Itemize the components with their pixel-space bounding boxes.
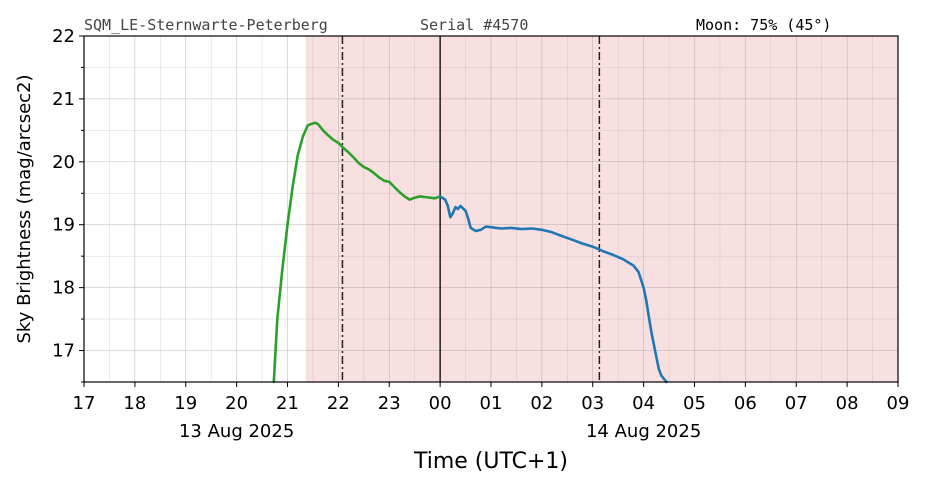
x-tick-label: 18 <box>123 393 146 414</box>
time-markers <box>341 36 601 382</box>
night-shading <box>305 36 898 382</box>
station-name: SQM_LE-Sternwarte-Peterberg <box>84 16 328 34</box>
serial-number: Serial #4570 <box>420 16 528 34</box>
y-tick-label: 21 <box>52 89 75 110</box>
x-tick-label: 00 <box>429 393 452 414</box>
date-label: 14 Aug 2025 <box>586 421 701 442</box>
y-tick-label: 20 <box>52 152 75 173</box>
y-tick-label: 19 <box>52 215 75 236</box>
x-tick-label: 05 <box>683 393 706 414</box>
x-tick-label: 03 <box>581 393 604 414</box>
x-tick-label: 08 <box>836 393 859 414</box>
axis-ticks <box>79 35 899 387</box>
night-region <box>305 36 898 382</box>
x-tick-label: 21 <box>276 393 299 414</box>
x-tick-label: 17 <box>73 393 96 414</box>
x-tick-label: 06 <box>734 393 757 414</box>
series-line-1 <box>272 121 442 384</box>
x-tick-label: 22 <box>327 393 350 414</box>
x-tick-label: 09 <box>887 393 910 414</box>
x-tick-label: 20 <box>225 393 248 414</box>
y-tick-label: 22 <box>52 26 75 47</box>
y-tick-label: 17 <box>52 341 75 362</box>
tick-labels: 17 18 19 20 21 22 23 00 01 02 03 04 05 06 07 08 09 17 18 19… <box>52 26 909 442</box>
y-tick-label: 18 <box>52 278 75 299</box>
x-tick-label: 01 <box>480 393 503 414</box>
x-tick-label: 02 <box>530 393 553 414</box>
date-label: 13 Aug 2025 <box>179 421 294 442</box>
data-series <box>272 121 668 384</box>
series-line-2 <box>438 195 668 384</box>
y-axis-title: Sky Brightness (mag/arcsec2) <box>14 74 35 343</box>
x-tick-label: 23 <box>378 393 401 414</box>
x-tick-label: 04 <box>632 393 655 414</box>
moon-info: Moon: 75% (45°) <box>696 16 831 34</box>
x-tick-label: 19 <box>174 393 197 414</box>
x-axis-title: Time (UTC+1) <box>413 449 568 474</box>
x-tick-label: 07 <box>785 393 808 414</box>
